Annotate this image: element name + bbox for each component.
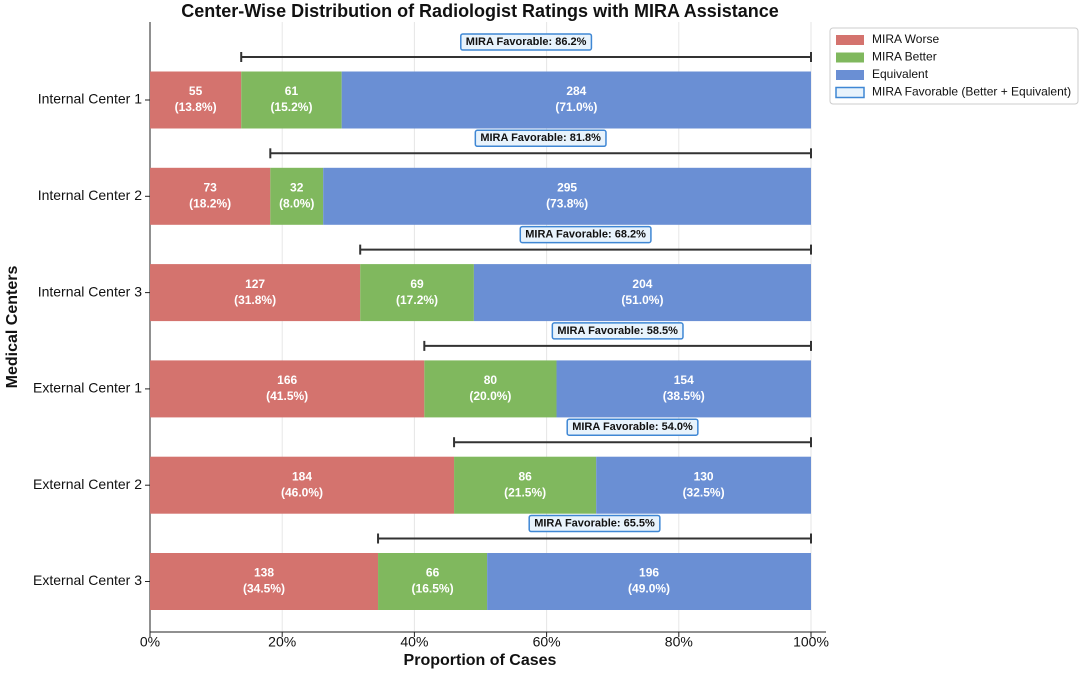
legend-swatch: [836, 35, 864, 45]
data-label: 130: [694, 469, 714, 483]
data-label: (20.0%): [469, 389, 511, 403]
legend-label: MIRA Favorable (Better + Equivalent): [872, 85, 1071, 99]
data-label: 73: [203, 180, 217, 194]
bar-segment: [150, 167, 271, 225]
favorable-label: MIRA Favorable: 54.0%: [572, 421, 693, 433]
data-label: 284: [566, 84, 586, 98]
data-label: 69: [410, 277, 424, 291]
x-tick-label: 60%: [533, 634, 561, 650]
bar-segment: [596, 456, 811, 514]
data-label: (73.8%): [546, 196, 588, 210]
data-label: (17.2%): [396, 293, 438, 307]
data-label: 86: [518, 469, 532, 483]
data-label: (34.5%): [243, 582, 285, 596]
legend-label: Equivalent: [872, 67, 929, 81]
data-label: 32: [290, 180, 304, 194]
data-label: 196: [639, 566, 659, 580]
y-tick-label: External Center 1: [33, 380, 142, 396]
favorable-box: [528, 514, 661, 533]
favorable-box: [474, 129, 607, 148]
data-label: (8.0%): [279, 196, 314, 210]
favorable-box: [551, 322, 684, 340]
favorable-label: MIRA Favorable: 68.2%: [525, 229, 646, 241]
data-label: (32.5%): [683, 485, 725, 499]
bar-segment: [150, 264, 361, 322]
x-axis-label: Proportion of Cases: [404, 652, 557, 669]
bar-segment: [473, 264, 811, 322]
bar-segment: [323, 167, 811, 225]
data-label: 61: [285, 84, 299, 98]
data-label: 166: [277, 373, 297, 387]
x-tick-label: 100%: [793, 634, 829, 650]
x-tick-label: 40%: [400, 634, 428, 650]
bar-segment: [150, 360, 425, 418]
data-label: 66: [426, 566, 440, 580]
y-axis-label: Medical Centers: [4, 266, 21, 389]
data-label: (16.5%): [412, 582, 454, 596]
x-tick-label: 0%: [140, 634, 160, 650]
y-tick-label: Internal Center 1: [38, 91, 142, 107]
x-tick-label: 20%: [268, 634, 296, 650]
bar-segment: [360, 264, 474, 322]
bar-segment: [150, 553, 379, 610]
y-tick-label: External Center 3: [33, 572, 142, 588]
data-label: (71.0%): [555, 100, 597, 114]
legend-swatch: [836, 52, 864, 63]
data-label: (18.2%): [189, 196, 231, 210]
favorable-box: [519, 225, 652, 244]
favorable-label: MIRA Favorable: 86.2%: [466, 36, 587, 48]
data-label: (13.8%): [175, 100, 217, 114]
legend-swatch: [835, 86, 865, 99]
data-label: 127: [245, 277, 265, 291]
y-tick-label: Internal Center 2: [38, 187, 142, 203]
bar-segment: [150, 71, 242, 129]
bar-segment: [378, 553, 488, 610]
bar-segment: [341, 71, 811, 129]
data-label: 295: [557, 180, 577, 194]
legend-label: MIRA Better: [872, 50, 937, 64]
data-label: 184: [292, 469, 312, 483]
favorable-box: [566, 418, 699, 436]
y-tick-label: External Center 2: [33, 476, 142, 492]
data-label: 204: [632, 277, 652, 291]
data-label: 55: [189, 84, 203, 98]
bar-segment: [487, 553, 811, 610]
data-label: (49.0%): [628, 582, 670, 596]
data-label: (51.0%): [621, 293, 663, 307]
data-label: (21.5%): [504, 485, 546, 499]
data-label: (46.0%): [281, 485, 323, 499]
data-label: 80: [484, 373, 498, 387]
data-label: (41.5%): [266, 389, 308, 403]
favorable-box: [460, 33, 593, 51]
favorable-label: MIRA Favorable: 58.5%: [557, 325, 678, 337]
legend-box: [829, 27, 1079, 105]
data-label: (15.2%): [270, 100, 312, 114]
data-label: (38.5%): [663, 389, 705, 403]
x-tick-label: 80%: [665, 634, 693, 650]
y-tick-label: Internal Center 3: [38, 283, 142, 299]
bar-segment: [454, 456, 597, 514]
data-label: (31.8%): [234, 293, 276, 307]
bar-segment: [270, 167, 324, 225]
chart-title: Center-Wise Distribution of Radiologist …: [181, 1, 779, 21]
legend-swatch: [836, 70, 864, 80]
bar-segment: [556, 360, 811, 418]
legend-label: MIRA Worse: [872, 32, 939, 46]
data-label: 138: [254, 566, 274, 580]
data-label: 154: [674, 373, 694, 387]
favorable-label: MIRA Favorable: 81.8%: [480, 132, 601, 144]
favorable-label: MIRA Favorable: 65.5%: [534, 517, 655, 529]
bar-segment: [150, 456, 455, 514]
bar-segment: [241, 71, 342, 129]
bar-segment: [424, 360, 557, 418]
